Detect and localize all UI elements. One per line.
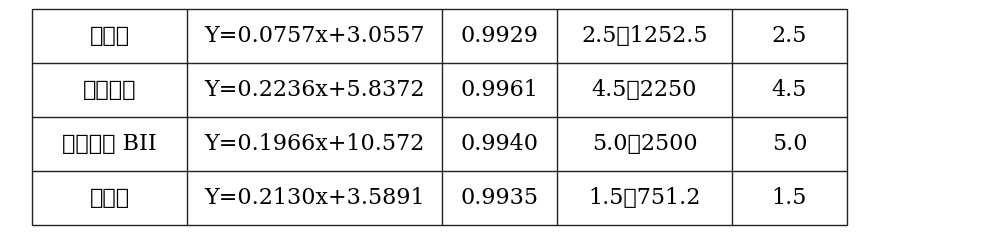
Text: 0.9961: 0.9961 xyxy=(461,79,538,101)
Text: 知母皮苷 BII: 知母皮苷 BII xyxy=(62,133,157,155)
Text: 0.9935: 0.9935 xyxy=(460,187,538,209)
Text: 2.5: 2.5 xyxy=(772,25,807,47)
Text: 5.0: 5.0 xyxy=(772,133,807,155)
Text: 甘草苷: 甘草苷 xyxy=(89,25,130,47)
Text: 1.5～751.2: 1.5～751.2 xyxy=(588,187,701,209)
Text: 4.5: 4.5 xyxy=(772,79,807,101)
Text: Y=0.0757x+3.0557: Y=0.0757x+3.0557 xyxy=(204,25,425,47)
Text: Y=0.2236x+5.8372: Y=0.2236x+5.8372 xyxy=(204,79,425,101)
Text: 1.5: 1.5 xyxy=(772,187,807,209)
Bar xyxy=(32,9,847,225)
Text: 甘草酸: 甘草酸 xyxy=(89,187,130,209)
Text: 4.5～2250: 4.5～2250 xyxy=(592,79,697,101)
Text: 2.5～1252.5: 2.5～1252.5 xyxy=(581,25,708,47)
Text: 隐丹参酮: 隐丹参酮 xyxy=(83,79,136,101)
Text: 0.9940: 0.9940 xyxy=(460,133,538,155)
Text: Y=0.1966x+10.572: Y=0.1966x+10.572 xyxy=(204,133,425,155)
Text: 0.9929: 0.9929 xyxy=(461,25,538,47)
Text: 5.0～2500: 5.0～2500 xyxy=(592,133,697,155)
Text: Y=0.2130x+3.5891: Y=0.2130x+3.5891 xyxy=(204,187,425,209)
